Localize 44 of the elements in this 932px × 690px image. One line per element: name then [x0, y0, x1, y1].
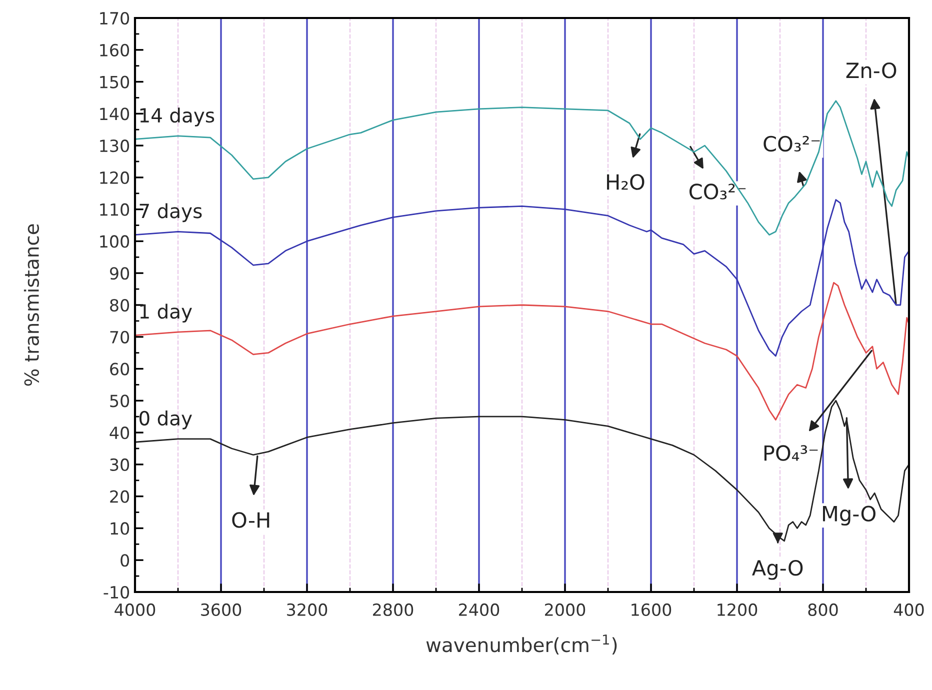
y-tick-label: 170 — [100, 12, 130, 25]
y-tick-label: 60 — [110, 362, 130, 376]
annotation: PO₄³⁻ — [764, 445, 818, 461]
y-tick-label: 120 — [100, 171, 130, 184]
y-tick-label: 40 — [110, 426, 130, 440]
x-tick-label: 1600 — [632, 603, 672, 616]
y-tick-label: 150 — [100, 76, 130, 88]
x-tick-label: 4000 — [114, 603, 156, 616]
y-tick-label: 160 — [100, 44, 130, 56]
annotation: Mg-O — [823, 506, 876, 526]
x-tick-label: 3200 — [287, 603, 328, 616]
y-axis-title: % transmistance — [24, 224, 40, 386]
annotation: Zn-O — [846, 62, 896, 78]
annotation: H₂O — [607, 174, 644, 190]
line-series — [135, 100, 909, 236]
series-label: 14 days — [140, 108, 214, 126]
y-tick-label: 140 — [100, 108, 130, 120]
y-tick-label: 80 — [110, 298, 130, 312]
x-tick-label: 2800 — [373, 603, 414, 616]
line-series — [135, 199, 909, 357]
y-tick-label: 130 — [100, 140, 130, 152]
annotation: Ag-O — [752, 560, 803, 580]
y-tick-label: 110 — [100, 203, 130, 216]
x-tick-label: 800 — [808, 603, 838, 616]
y-tick-label: 30 — [110, 458, 130, 472]
series-label: 1 day — [140, 304, 192, 323]
y-tick-label: 10 — [110, 522, 130, 535]
y-tick-label: -10 — [104, 586, 130, 599]
annotation: O-H — [232, 512, 270, 528]
series-label: 0 day — [140, 410, 192, 430]
y-tick-label: 90 — [110, 267, 130, 280]
x-axis-title: wavenumber(cm$^{−1}$) — [426, 634, 617, 655]
x-tick-label: 1200 — [718, 603, 758, 616]
series-label: 7 days — [140, 203, 202, 222]
y-tick-label: 100 — [100, 235, 130, 248]
x-tick-label: 400 — [894, 603, 924, 616]
x-tick-label: 2400 — [459, 603, 500, 616]
y-tick-label: 50 — [110, 394, 130, 408]
y-tick-label: 0 — [120, 554, 130, 567]
y-tick-label: 70 — [110, 330, 130, 344]
annotation: CO₃²⁻ — [764, 136, 820, 152]
x-tick-label: 3600 — [201, 603, 242, 616]
x-tick-label: 2000 — [545, 603, 586, 616]
y-tick-label: 20 — [110, 490, 130, 503]
